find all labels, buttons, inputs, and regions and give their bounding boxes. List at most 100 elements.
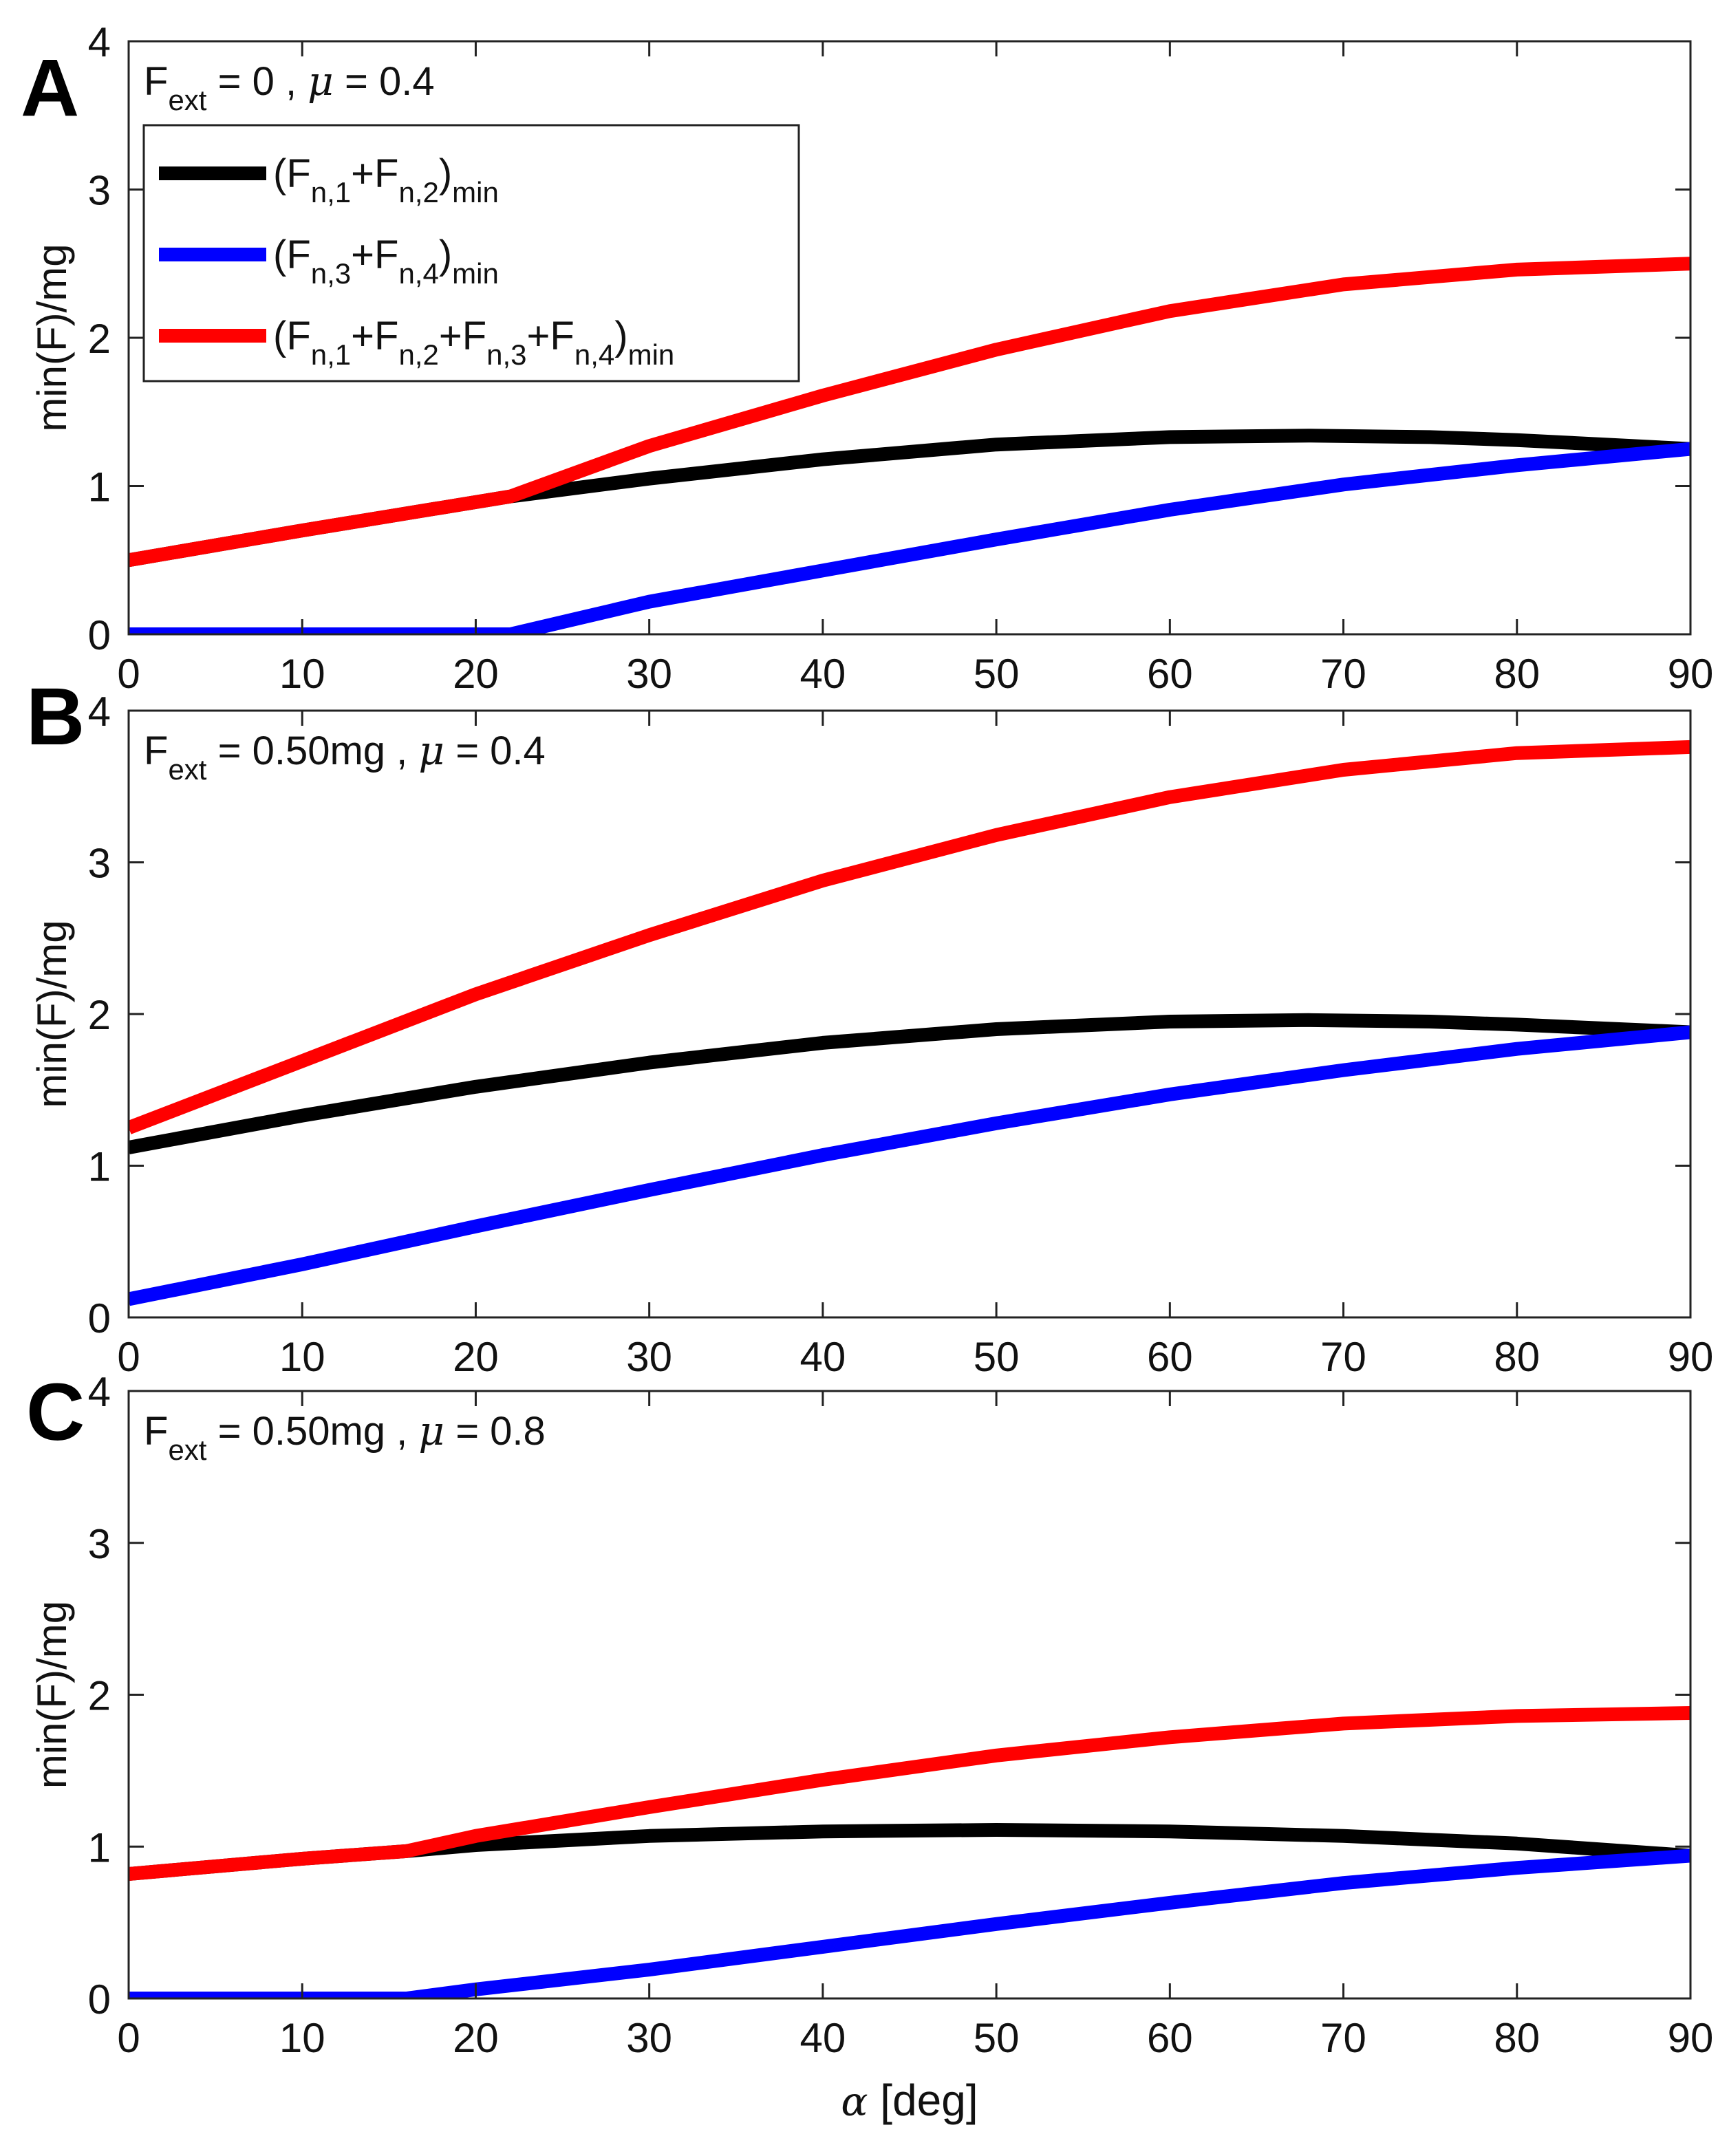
- legend-text-part: (F: [273, 233, 311, 277]
- legend-subscript: n,2: [398, 338, 438, 371]
- series-line-blue: [129, 1025, 1690, 1306]
- annotation-mu: μ: [418, 727, 444, 774]
- x-tick-label: 80: [1494, 651, 1540, 697]
- legend-text-part: ): [439, 233, 452, 277]
- x-tick-label: 60: [1147, 1334, 1193, 1380]
- x-tick-label: 70: [1320, 2015, 1366, 2061]
- axes-frame: [127, 1390, 1692, 2000]
- y-tick-label: 1: [88, 1824, 111, 1871]
- y-tick-label: 1: [88, 1144, 111, 1190]
- x-tick-label: 50: [974, 1334, 1020, 1380]
- y-tick-label: 2: [88, 1673, 111, 1719]
- annotation-mu: μ: [418, 1408, 444, 1454]
- x-tick-label: 10: [279, 1334, 325, 1380]
- series-group: [129, 257, 1690, 634]
- y-tick-label: 3: [88, 841, 111, 887]
- y-tick-label: 2: [88, 992, 111, 1038]
- series-line-red: [129, 740, 1690, 1134]
- y-tick-label: 4: [88, 689, 111, 735]
- y-tick-label: 0: [88, 1976, 111, 2023]
- annotation-f: F: [144, 59, 168, 104]
- annotation-value: = 0.50mg ,: [206, 729, 418, 773]
- x-tick-label: 60: [1147, 651, 1193, 697]
- annotation-mu-value: = 0.8: [444, 1409, 546, 1454]
- y-tick-label: 2: [88, 316, 111, 362]
- parameter-annotation: Fext = 0.50mg , μ = 0.8: [144, 1408, 546, 1466]
- y-tick-label: 3: [88, 168, 111, 214]
- annotation-value: = 0.50mg ,: [206, 1409, 418, 1454]
- legend-text-part: +F: [439, 314, 486, 358]
- legend-text-part: +F: [351, 151, 398, 196]
- annotation-subscript: ext: [168, 753, 206, 786]
- annotation-subscript: ext: [168, 84, 206, 116]
- x-tick-label: 40: [800, 2015, 846, 2061]
- axes-frame: [127, 709, 1692, 1319]
- legend-entry: (Fn,1+Fn,2)min: [273, 151, 499, 208]
- series-line-black: [129, 1013, 1690, 1154]
- x-tick-label: 80: [1494, 2015, 1540, 2061]
- x-axis-label: α [deg]: [841, 2076, 978, 2125]
- legend-text-part: ): [439, 151, 452, 196]
- x-tick-label: 80: [1494, 1334, 1540, 1380]
- y-tick-label: 0: [88, 1295, 111, 1341]
- y-axis-label: min(F)/mg: [29, 1601, 75, 1789]
- x-tick-label: 40: [800, 1334, 846, 1380]
- x-tick-label: 90: [1668, 651, 1714, 697]
- series-line-red: [129, 1706, 1690, 1881]
- x-tick-label: 0: [117, 651, 140, 697]
- x-tick-label: 30: [626, 2015, 672, 2061]
- legend-subscript: n,1: [311, 176, 351, 208]
- x-tick-label: 10: [279, 651, 325, 697]
- legend-subscript: min: [452, 176, 499, 208]
- parameter-annotation: Fext = 0.50mg , μ = 0.4: [144, 727, 546, 786]
- x-tick-label: 50: [974, 2015, 1020, 2061]
- x-axis-alpha: α: [841, 2078, 868, 2125]
- legend-subscript: n,2: [398, 176, 438, 208]
- x-tick-label: 70: [1320, 1334, 1366, 1380]
- y-axis-label: min(F)/mg: [29, 920, 75, 1108]
- x-tick-label: 0: [117, 1334, 140, 1380]
- legend: (Fn,1+Fn,2)min(Fn,3+Fn,4)min(Fn,1+Fn,2+F…: [142, 124, 800, 382]
- legend-text-part: +F: [351, 314, 398, 358]
- y-axis-label: min(F)/mg: [29, 244, 75, 431]
- annotation-mu-value: = 0.4: [334, 59, 435, 104]
- panel-c: 0 10 20 30 40 50 60 70 80 90 0 1 2 3 4 min(F)/mg C Fext =…: [26, 1367, 1713, 2125]
- x-tick-label: 20: [453, 651, 499, 697]
- legend-text-part: ): [614, 314, 627, 358]
- legend-text-part: +F: [351, 233, 398, 277]
- annotation-subscript: ext: [168, 1434, 206, 1466]
- panel-a: 0 10 20 30 40 50 60 70 80 90 0 1 2 3 4 min(F)/mg A Fext =…: [21, 19, 1713, 697]
- panel-b: 0 10 20 30 40 50 60 70 80 90 0 1 2 3 4 min(F)/mg B Fext =…: [26, 671, 1713, 1380]
- series-line-black: [129, 429, 1690, 568]
- legend-text-part: +F: [527, 314, 574, 358]
- panel-letter: B: [26, 671, 85, 762]
- series-line-red: [129, 257, 1690, 568]
- x-tick-label: 30: [626, 651, 672, 697]
- legend-entry: (Fn,1+Fn,2+Fn,3+Fn,4)min: [273, 314, 674, 371]
- legend-subscript: n,1: [311, 338, 351, 371]
- x-tick-label: 20: [453, 1334, 499, 1380]
- parameter-annotation: Fext = 0 , μ = 0.4: [144, 58, 435, 116]
- legend-subscript: min: [628, 338, 675, 371]
- y-tick-label: 4: [88, 1369, 111, 1415]
- x-tick-label: 40: [800, 651, 846, 697]
- series-group: [129, 1706, 1690, 1998]
- legend-text-part: (F: [273, 314, 311, 358]
- x-tick-label: 90: [1668, 1334, 1714, 1380]
- legend-subscript: n,3: [311, 257, 351, 290]
- y-tick-label: 0: [88, 612, 111, 658]
- annotation-value: = 0 ,: [206, 59, 308, 104]
- annotation-f: F: [144, 1409, 168, 1454]
- x-tick-label: 20: [453, 2015, 499, 2061]
- series-line-blue: [129, 1848, 1690, 1998]
- x-tick-label: 50: [974, 651, 1020, 697]
- annotation-mu-value: = 0.4: [444, 729, 546, 773]
- annotation-mu: μ: [308, 58, 334, 105]
- y-tick-label: 3: [88, 1521, 111, 1567]
- panel-letter: A: [21, 43, 79, 133]
- x-tick-label: 0: [117, 2015, 140, 2061]
- y-tick-label: 4: [88, 19, 111, 65]
- legend-text-part: (F: [273, 151, 311, 196]
- panel-letter: C: [26, 1367, 85, 1458]
